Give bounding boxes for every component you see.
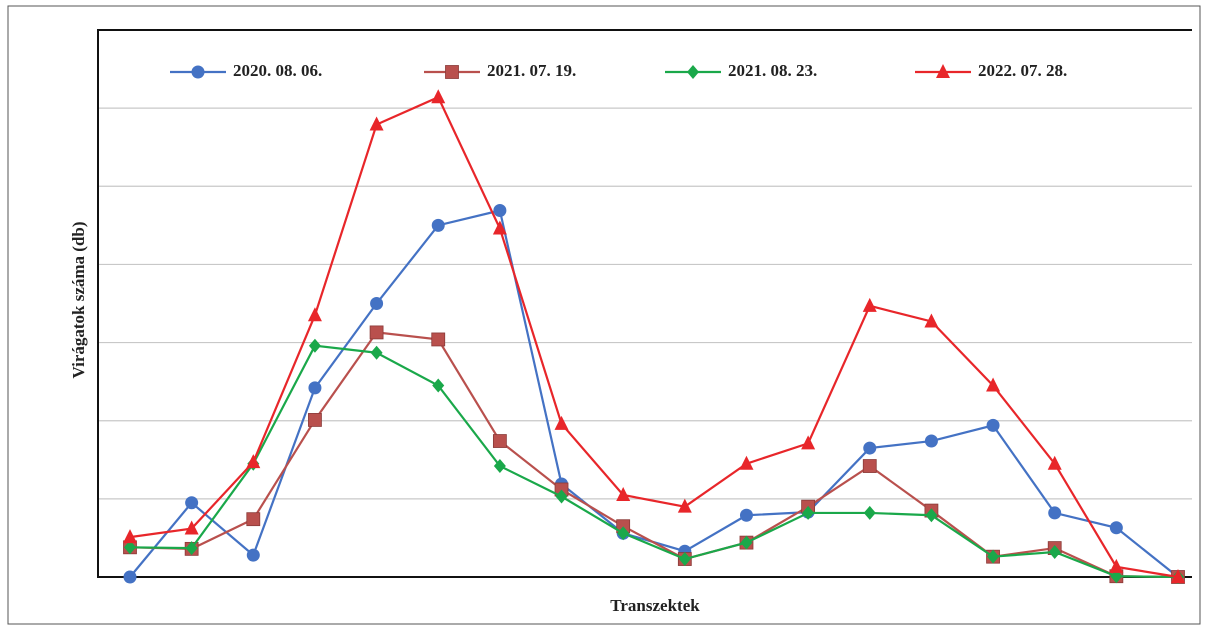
marker xyxy=(986,418,1000,432)
marker xyxy=(493,459,506,474)
legend-label: 2021. 08. 23. xyxy=(728,61,817,80)
legend-label: 2021. 07. 19. xyxy=(487,61,576,80)
marker xyxy=(246,548,260,562)
marker xyxy=(185,541,198,556)
marker xyxy=(687,65,699,79)
marker xyxy=(431,332,446,347)
legend-label: 2022. 07. 28. xyxy=(978,61,1067,80)
marker xyxy=(308,338,321,353)
marker xyxy=(677,498,692,513)
frame xyxy=(7,5,1201,625)
marker xyxy=(617,526,630,541)
marker xyxy=(1047,455,1062,470)
x-axis-label: Transzektek xyxy=(610,596,700,615)
marker xyxy=(246,512,261,527)
marker xyxy=(678,552,691,567)
marker xyxy=(986,377,1001,392)
plot-border xyxy=(97,29,1192,578)
legend-label: 2020. 08. 06. xyxy=(233,61,322,80)
marker xyxy=(370,345,383,360)
marker xyxy=(308,413,322,427)
series-line xyxy=(129,344,1179,579)
marker xyxy=(554,415,569,430)
marker xyxy=(862,459,877,473)
marker xyxy=(431,218,445,232)
series-line xyxy=(129,209,1179,578)
marker xyxy=(1109,558,1124,573)
marker xyxy=(191,65,205,79)
marker xyxy=(445,65,459,79)
marker xyxy=(1109,521,1123,535)
marker xyxy=(431,89,446,104)
marker xyxy=(308,381,322,395)
y-axis-label: Virágatok száma (db) xyxy=(69,221,88,378)
marker xyxy=(123,570,137,584)
series-line xyxy=(129,95,1179,579)
marker xyxy=(616,486,631,501)
marker xyxy=(801,435,816,450)
marker xyxy=(492,434,507,448)
marker xyxy=(739,508,753,522)
marker xyxy=(925,508,938,523)
marker xyxy=(493,204,507,218)
marker xyxy=(924,313,939,328)
marker xyxy=(1048,506,1062,520)
marker xyxy=(246,454,261,469)
marker xyxy=(863,441,877,455)
marker xyxy=(987,549,1000,564)
marker xyxy=(863,505,876,520)
marker xyxy=(185,496,199,510)
marker xyxy=(1048,544,1061,559)
marker xyxy=(369,116,384,131)
marker xyxy=(739,455,754,470)
marker xyxy=(307,307,322,322)
marker xyxy=(492,220,507,235)
series-line xyxy=(129,331,1179,579)
marker xyxy=(740,535,753,550)
marker xyxy=(123,529,137,544)
marker xyxy=(1171,569,1185,583)
marker xyxy=(924,434,938,448)
marker xyxy=(432,378,445,393)
marker xyxy=(862,297,877,312)
marker xyxy=(370,297,384,310)
marker xyxy=(802,505,815,520)
marker xyxy=(184,520,199,535)
marker xyxy=(936,64,950,78)
marker xyxy=(369,325,384,340)
marker xyxy=(555,489,568,504)
marker xyxy=(124,540,136,555)
